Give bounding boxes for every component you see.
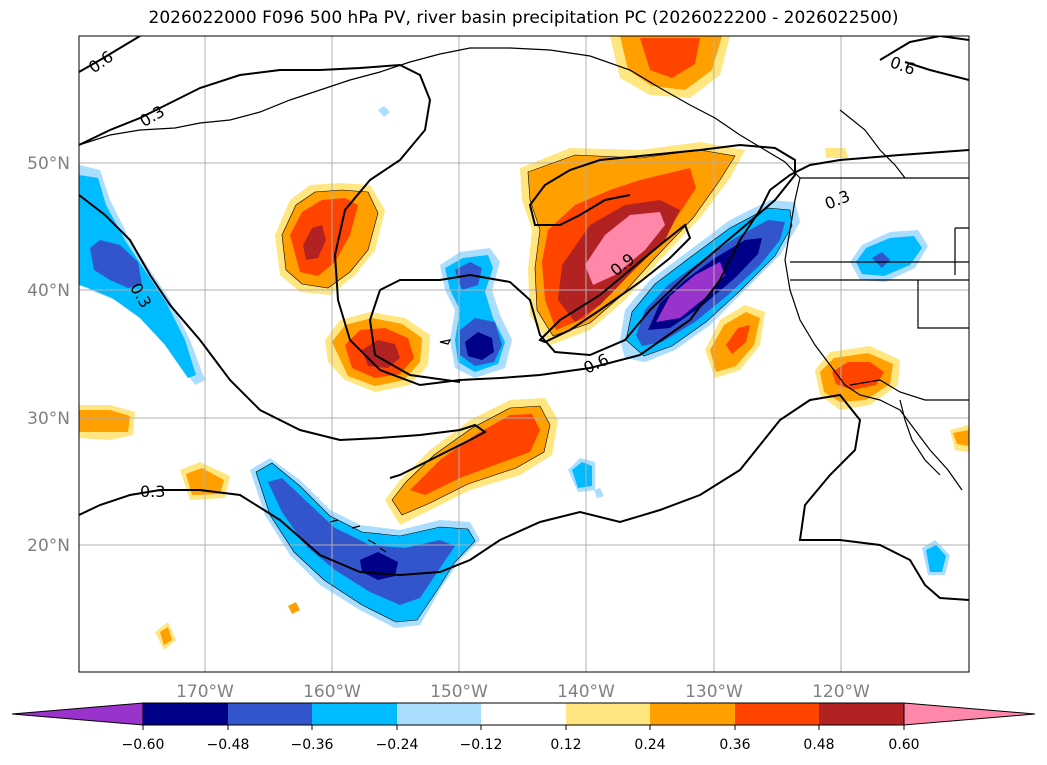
colorbar-bin <box>228 703 312 725</box>
precip-positive-region <box>832 362 884 390</box>
precip-positive-region <box>585 212 665 285</box>
lat-label: 50°N <box>27 154 70 174</box>
colorbar-bin <box>819 703 904 725</box>
border <box>849 379 969 401</box>
precip-negative-region <box>926 545 946 572</box>
precip-positive-region <box>410 414 540 495</box>
precip-positive-region <box>726 325 750 354</box>
precip-positive-region <box>303 225 326 260</box>
shading-outline <box>281 189 379 289</box>
shading-outline <box>255 462 476 623</box>
contour-label: 0.6 <box>887 52 917 79</box>
lon-label: 150°W <box>430 682 488 702</box>
border <box>839 109 906 179</box>
colorbar-tick-label: −0.48 <box>207 737 250 753</box>
precip-positive-region <box>288 602 300 614</box>
shading-outline <box>391 405 551 516</box>
precip-negative-region <box>572 462 592 488</box>
shading-outline <box>527 149 736 337</box>
lat-label: 20°N <box>27 536 70 556</box>
lon-label: 120°W <box>812 682 870 702</box>
colorbar-tick-label: 0.12 <box>550 737 581 753</box>
lon-label: 140°W <box>557 682 615 702</box>
pv-contour-line <box>79 393 969 601</box>
lat-label: 30°N <box>27 409 70 429</box>
contour-label: 0.3 <box>822 186 853 213</box>
pv-contour-line <box>904 61 969 81</box>
precip-negative-region <box>656 262 725 322</box>
border <box>954 227 969 275</box>
precip-negative-region <box>90 240 142 288</box>
map-frame <box>78 35 970 673</box>
colorbar-tick-label: −0.12 <box>460 737 503 753</box>
lon-label: 170°W <box>176 682 234 702</box>
pv-contour-line <box>79 63 969 387</box>
lat-axis-labels: 50°N 40°N 30°N 20°N <box>27 154 70 556</box>
precip-negative-region <box>872 252 890 268</box>
pv-contour-line <box>379 143 796 357</box>
precip-negative-region <box>378 106 390 117</box>
island <box>439 339 452 345</box>
precip-negative-region <box>856 236 922 276</box>
precip-positive-region <box>79 410 130 432</box>
colorbar-bin <box>143 703 228 725</box>
pv-contour-line <box>368 289 461 383</box>
pv-contour-line <box>79 36 141 73</box>
lon-label: 160°W <box>303 682 361 702</box>
colorbar-extend-min <box>11 702 144 726</box>
precip-positive-region <box>825 148 848 158</box>
precip-positive-region <box>640 38 700 78</box>
coastline <box>79 53 441 146</box>
shading-outline <box>625 207 793 357</box>
precip-negative-region <box>465 332 494 360</box>
lon-label: 130°W <box>685 682 743 702</box>
colorbar: −0.60 −0.48 −0.36 −0.24 −0.12 0.12 0.24 … <box>11 702 1036 753</box>
pv-contour-line <box>79 194 487 479</box>
precip-negative-region <box>268 478 455 605</box>
coastline <box>439 47 963 491</box>
colorbar-tick-label: 0.36 <box>719 737 750 753</box>
colorbar-extend-max <box>903 702 1036 726</box>
lon-axis-labels: 170°W 160°W 150°W 140°W 130°W 120°W <box>176 682 870 702</box>
pv-contour-line <box>879 36 969 61</box>
colorbar-frame <box>142 702 905 726</box>
contour-label: 0.6 <box>85 47 117 77</box>
colorbar-tick-label: −0.36 <box>291 737 334 753</box>
colorbar-tick-label: 0.60 <box>888 737 919 753</box>
coastline-layer <box>79 47 969 553</box>
border <box>917 280 969 329</box>
colorbar-tick-label: −0.24 <box>376 737 419 753</box>
map-title: 2026022000 F096 500 hPa PV, river basin … <box>148 8 899 28</box>
colorbar-tick-label: −0.60 <box>122 737 165 753</box>
shading-outline-layer <box>255 149 793 623</box>
colorbar-bin <box>397 703 481 725</box>
lat-label: 40°N <box>27 281 70 301</box>
colorbar-bin <box>650 703 735 725</box>
colorbar-bin <box>735 703 819 725</box>
colorbar-tick-label: 0.48 <box>803 737 834 753</box>
contour-label: 0.3 <box>140 482 165 501</box>
island <box>329 519 387 553</box>
pv-contour-layer <box>79 36 969 601</box>
precip-positive-region <box>953 430 969 446</box>
colorbar-bin <box>312 703 397 725</box>
precip-negative-region <box>594 488 604 498</box>
coastline <box>899 399 941 476</box>
colorbar-tick-label: 0.24 <box>634 737 665 753</box>
colorbar-bin <box>566 703 650 725</box>
precip-positive-region <box>160 627 172 645</box>
precip-shading-layer <box>79 36 969 650</box>
colorbar-bin <box>481 703 566 725</box>
